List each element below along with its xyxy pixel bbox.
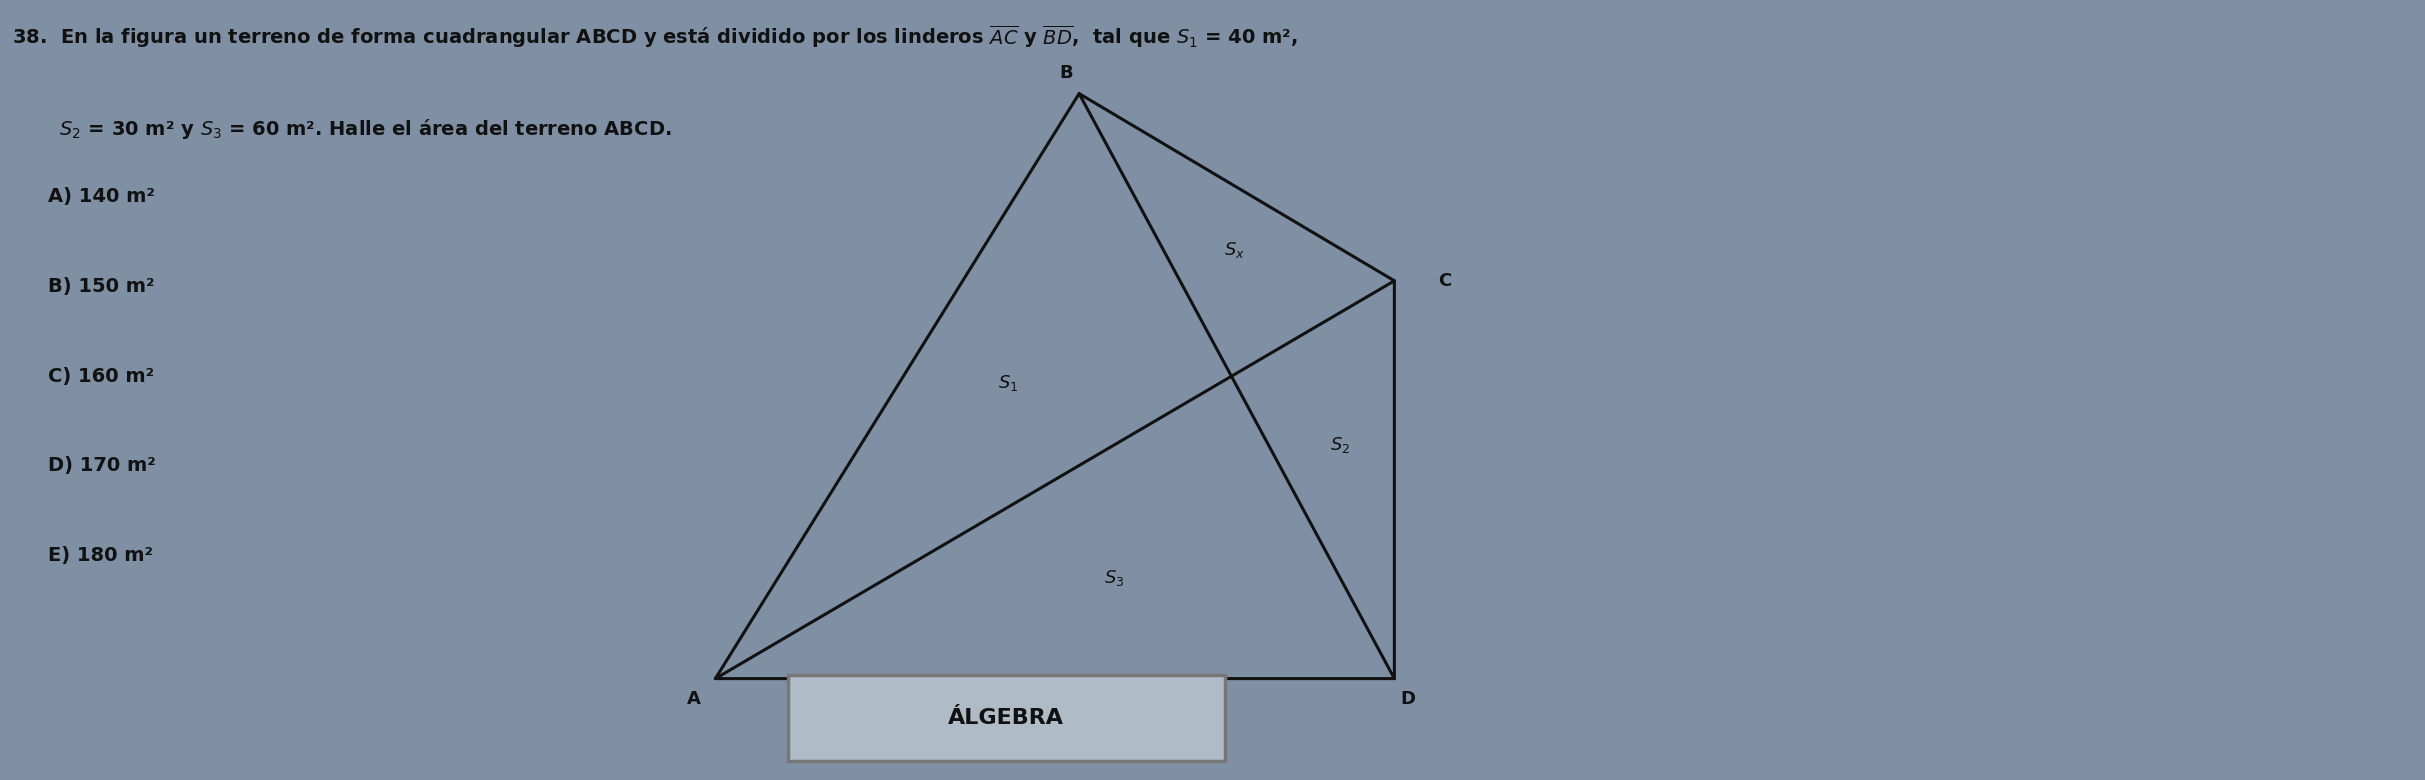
Text: D) 170 m²: D) 170 m² [48, 456, 155, 475]
Text: A) 140 m²: A) 140 m² [48, 187, 155, 206]
Text: A: A [686, 690, 701, 707]
FancyBboxPatch shape [788, 675, 1225, 760]
Text: C) 160 m²: C) 160 m² [48, 367, 155, 385]
Text: $S_x$: $S_x$ [1225, 240, 1246, 261]
Text: B: B [1060, 65, 1072, 83]
Text: 38.  En la figura un terreno de forma cuadrangular ABCD y está dividido por los : 38. En la figura un terreno de forma cua… [12, 23, 1297, 50]
Text: ÁLGEBRA: ÁLGEBRA [948, 707, 1065, 728]
Text: $S_1$: $S_1$ [999, 373, 1018, 393]
Text: C: C [1438, 271, 1450, 290]
Text: E) 180 m²: E) 180 m² [48, 546, 153, 565]
Text: $S_2$ = 30 m² y $S_3$ = 60 m². Halle el área del terreno ABCD.: $S_2$ = 30 m² y $S_3$ = 60 m². Halle el … [12, 117, 672, 141]
Text: $S_3$: $S_3$ [1103, 568, 1123, 588]
Text: B) 150 m²: B) 150 m² [48, 277, 155, 296]
Text: D: D [1399, 690, 1414, 707]
Text: $S_2$: $S_2$ [1329, 435, 1351, 456]
